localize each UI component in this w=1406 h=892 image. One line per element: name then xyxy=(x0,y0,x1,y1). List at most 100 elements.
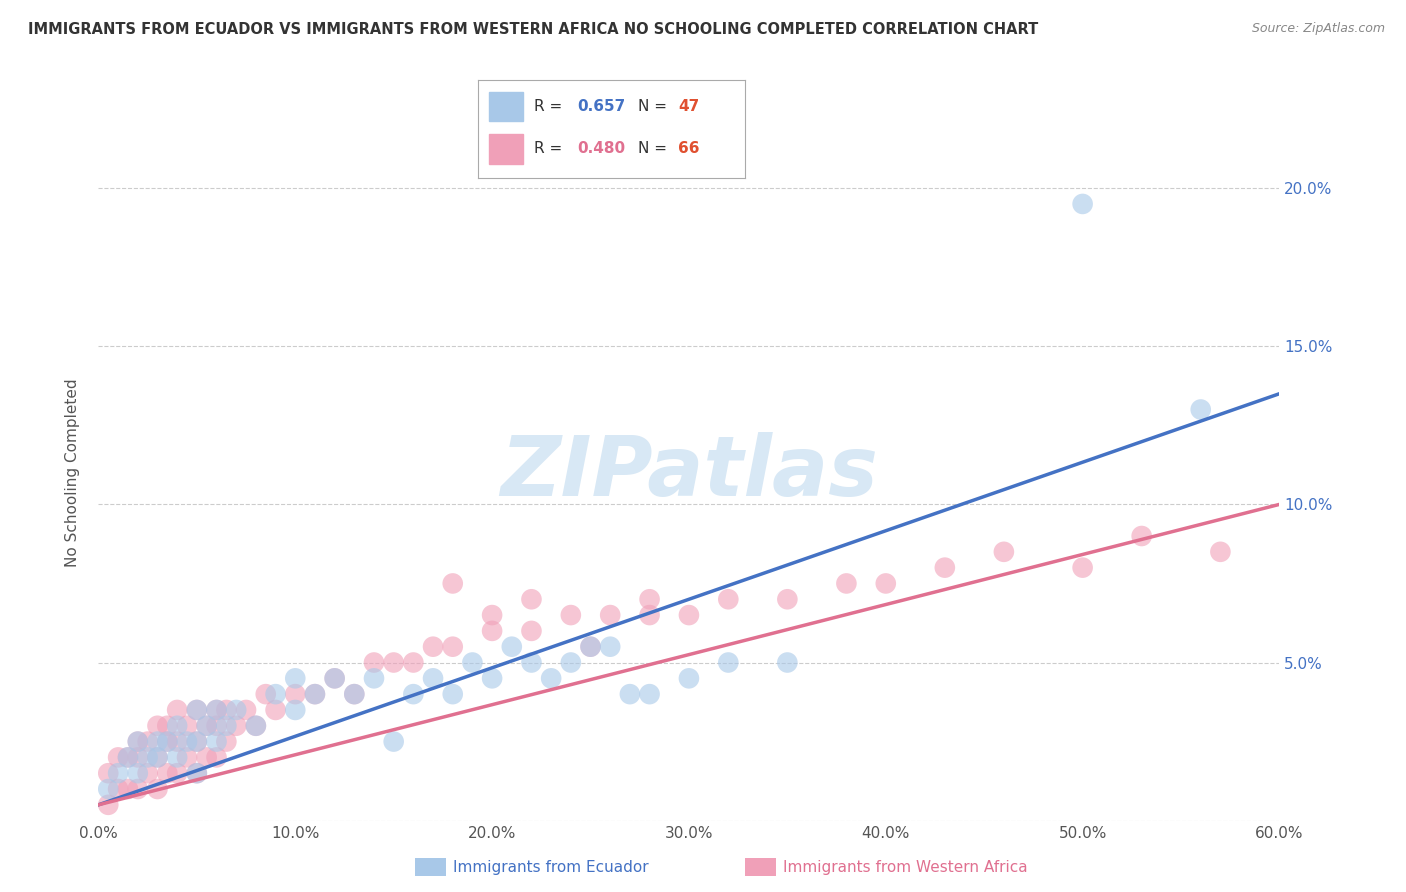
Point xyxy=(579,640,602,654)
Point xyxy=(323,671,346,685)
Point xyxy=(343,687,366,701)
Point xyxy=(520,624,543,638)
Point xyxy=(176,719,198,733)
Point xyxy=(127,734,149,748)
Point xyxy=(156,766,179,780)
Point xyxy=(382,656,405,670)
Point xyxy=(402,687,425,701)
Text: Immigrants from Western Africa: Immigrants from Western Africa xyxy=(783,860,1028,874)
Point xyxy=(264,687,287,701)
Point xyxy=(205,750,228,764)
Point xyxy=(304,687,326,701)
Point xyxy=(127,782,149,797)
Text: Immigrants from Ecuador: Immigrants from Ecuador xyxy=(453,860,648,874)
Point xyxy=(205,734,228,748)
Point xyxy=(678,608,700,623)
Point xyxy=(422,640,444,654)
Text: 47: 47 xyxy=(678,99,700,114)
Point xyxy=(186,703,208,717)
Point xyxy=(304,687,326,701)
Point xyxy=(186,734,208,748)
Point xyxy=(215,703,238,717)
Point xyxy=(97,797,120,812)
Point xyxy=(166,719,188,733)
Point xyxy=(225,719,247,733)
Point xyxy=(127,750,149,764)
Point xyxy=(117,750,139,764)
Point xyxy=(186,766,208,780)
Point xyxy=(343,687,366,701)
Point xyxy=(136,750,159,764)
Point xyxy=(402,656,425,670)
Point xyxy=(363,671,385,685)
Bar xyxy=(489,134,523,164)
Bar xyxy=(489,92,523,121)
Point xyxy=(146,734,169,748)
Point xyxy=(195,719,218,733)
Point xyxy=(1189,402,1212,417)
Point xyxy=(186,766,208,780)
Point xyxy=(136,766,159,780)
Point xyxy=(195,719,218,733)
Point xyxy=(146,782,169,797)
Text: Source: ZipAtlas.com: Source: ZipAtlas.com xyxy=(1251,22,1385,36)
Point xyxy=(146,750,169,764)
Point xyxy=(717,656,740,670)
Point xyxy=(934,560,956,574)
Point xyxy=(107,782,129,797)
Point xyxy=(127,734,149,748)
Point xyxy=(186,703,208,717)
Point xyxy=(382,734,405,748)
Point xyxy=(146,719,169,733)
Point xyxy=(166,734,188,748)
Point xyxy=(481,624,503,638)
Point xyxy=(619,687,641,701)
Point xyxy=(156,734,179,748)
Point xyxy=(441,640,464,654)
Point xyxy=(205,719,228,733)
Text: 0.657: 0.657 xyxy=(576,99,626,114)
Point xyxy=(441,687,464,701)
Text: IMMIGRANTS FROM ECUADOR VS IMMIGRANTS FROM WESTERN AFRICA NO SCHOOLING COMPLETED: IMMIGRANTS FROM ECUADOR VS IMMIGRANTS FR… xyxy=(28,22,1039,37)
Point xyxy=(678,671,700,685)
Point xyxy=(176,734,198,748)
Point xyxy=(215,719,238,733)
Point xyxy=(363,656,385,670)
Point xyxy=(117,750,139,764)
Point xyxy=(422,671,444,685)
Point xyxy=(560,608,582,623)
Point xyxy=(245,719,267,733)
Point xyxy=(501,640,523,654)
Point xyxy=(993,545,1015,559)
Point xyxy=(166,750,188,764)
Point xyxy=(560,656,582,670)
Text: ZIPatlas: ZIPatlas xyxy=(501,433,877,513)
Point xyxy=(146,750,169,764)
Point xyxy=(107,750,129,764)
Point xyxy=(97,782,120,797)
Point xyxy=(638,687,661,701)
Point xyxy=(205,703,228,717)
Text: 0.480: 0.480 xyxy=(576,142,626,156)
Text: R =: R = xyxy=(534,99,567,114)
Point xyxy=(520,592,543,607)
Text: N =: N = xyxy=(638,99,672,114)
Point xyxy=(481,671,503,685)
Point xyxy=(284,703,307,717)
Point xyxy=(107,766,129,780)
Point xyxy=(461,656,484,670)
Point xyxy=(127,766,149,780)
Point xyxy=(1071,197,1094,211)
Point xyxy=(166,766,188,780)
Point xyxy=(323,671,346,685)
Point xyxy=(579,640,602,654)
Text: 66: 66 xyxy=(678,142,700,156)
Point xyxy=(97,766,120,780)
Point xyxy=(264,703,287,717)
Point xyxy=(156,719,179,733)
Point xyxy=(215,734,238,748)
Point xyxy=(599,640,621,654)
Point xyxy=(875,576,897,591)
Point xyxy=(186,734,208,748)
Point xyxy=(117,782,139,797)
